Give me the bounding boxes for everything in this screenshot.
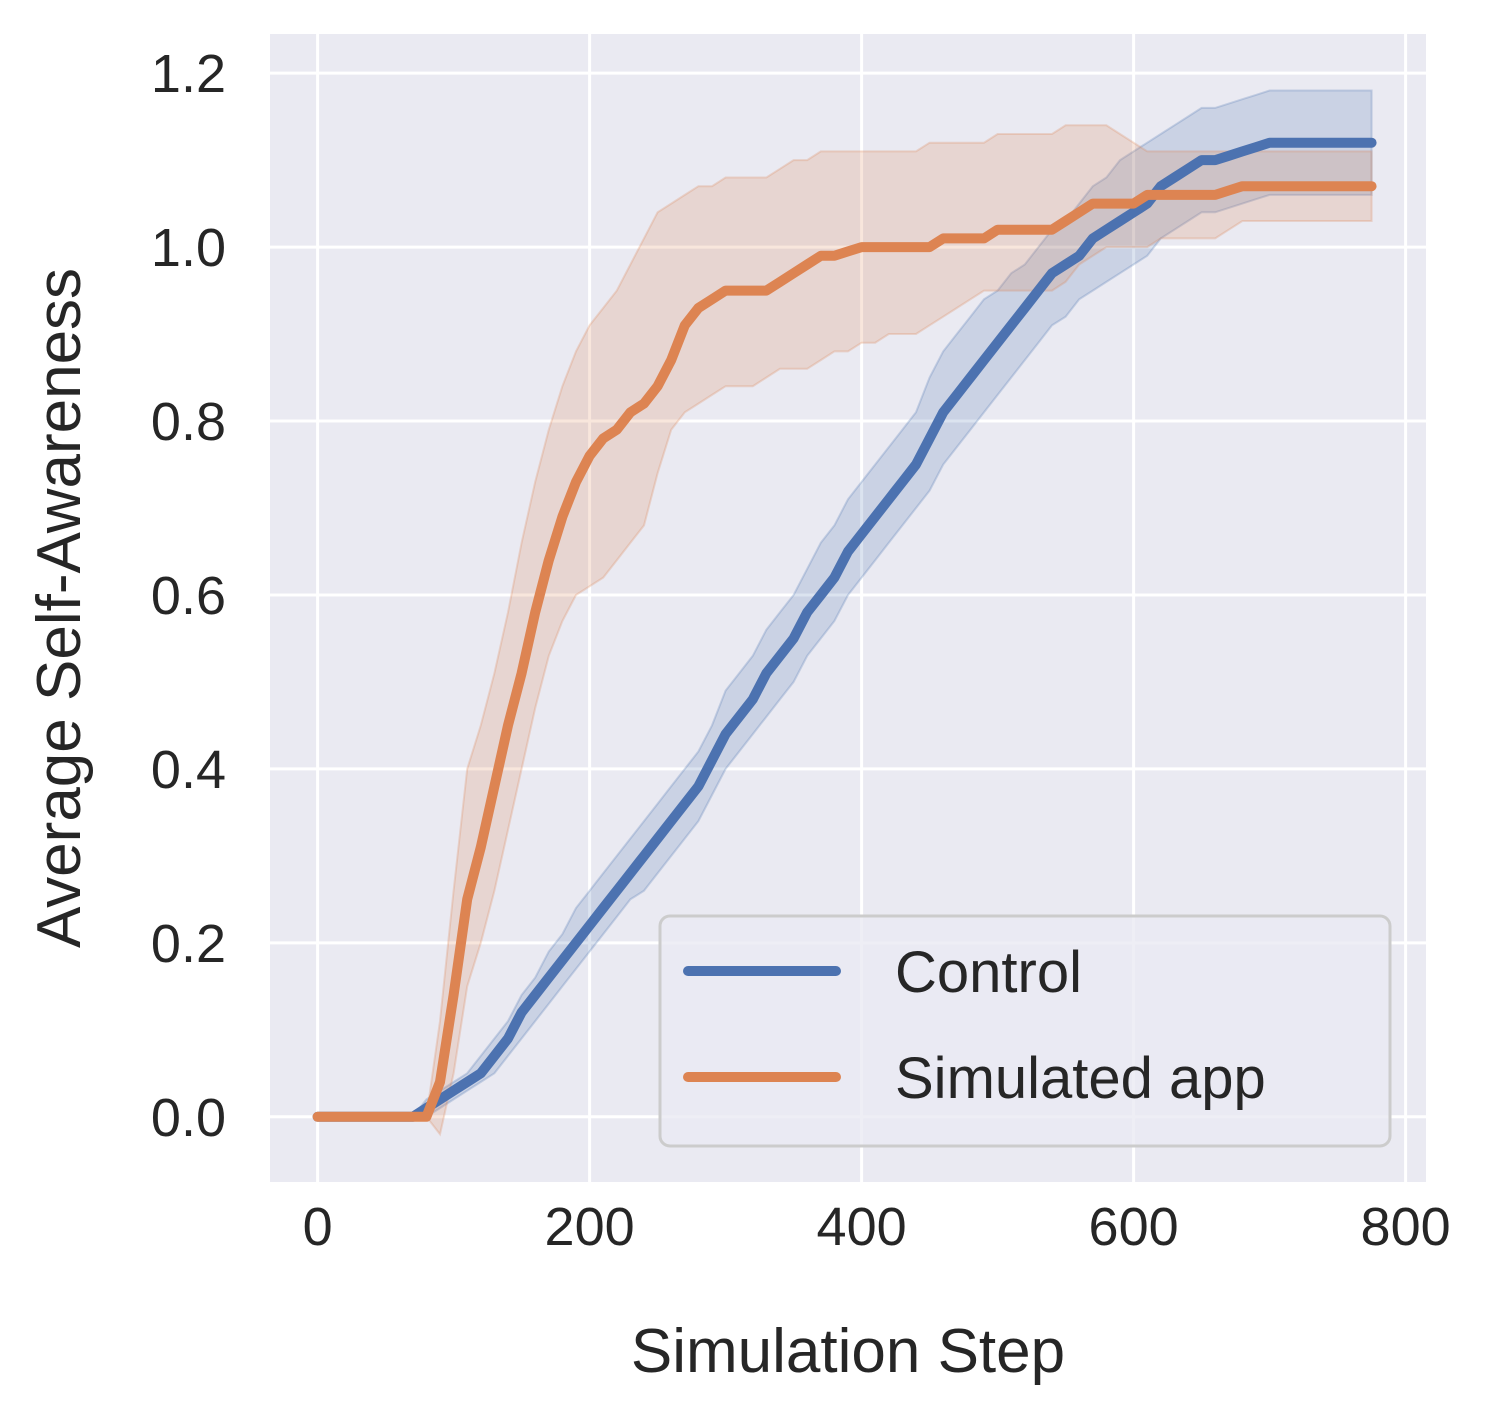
x-tick-label: 400 (817, 1197, 907, 1257)
x-axis-title: Simulation Step (631, 1317, 1065, 1386)
y-tick-label: 0.4 (151, 740, 226, 800)
y-tick-label: 1.2 (151, 44, 226, 104)
legend: Control Simulated app (658, 914, 1392, 1148)
x-tick-label: 800 (1361, 1197, 1451, 1257)
y-tick-label: 0.0 (151, 1088, 226, 1148)
x-tick-label: 600 (1089, 1197, 1179, 1257)
x-tick-label: 0 (303, 1197, 333, 1257)
y-tick-label: 1.0 (151, 218, 226, 278)
y-tick-label: 0.2 (151, 914, 226, 974)
x-tick-label: 200 (545, 1197, 635, 1257)
series-lines (312, 137, 1377, 1122)
series-line-simulated-app (312, 181, 1377, 1122)
legend-label-control: Control (895, 940, 1082, 1005)
series-line-control (312, 137, 1377, 1122)
y-tick-labels: 0.0 0.2 0.4 0.6 0.8 1.0 1.2 (151, 44, 226, 1148)
y-tick-label: 0.6 (151, 566, 226, 626)
legend-label-simulated-app: Simulated app (895, 1046, 1266, 1111)
y-tick-label: 0.8 (151, 392, 226, 452)
x-tick-labels: 0 200 400 600 800 (303, 1197, 1451, 1257)
y-axis-title: Average Self-Awareness (25, 268, 94, 948)
legend-box (658, 914, 1392, 1148)
